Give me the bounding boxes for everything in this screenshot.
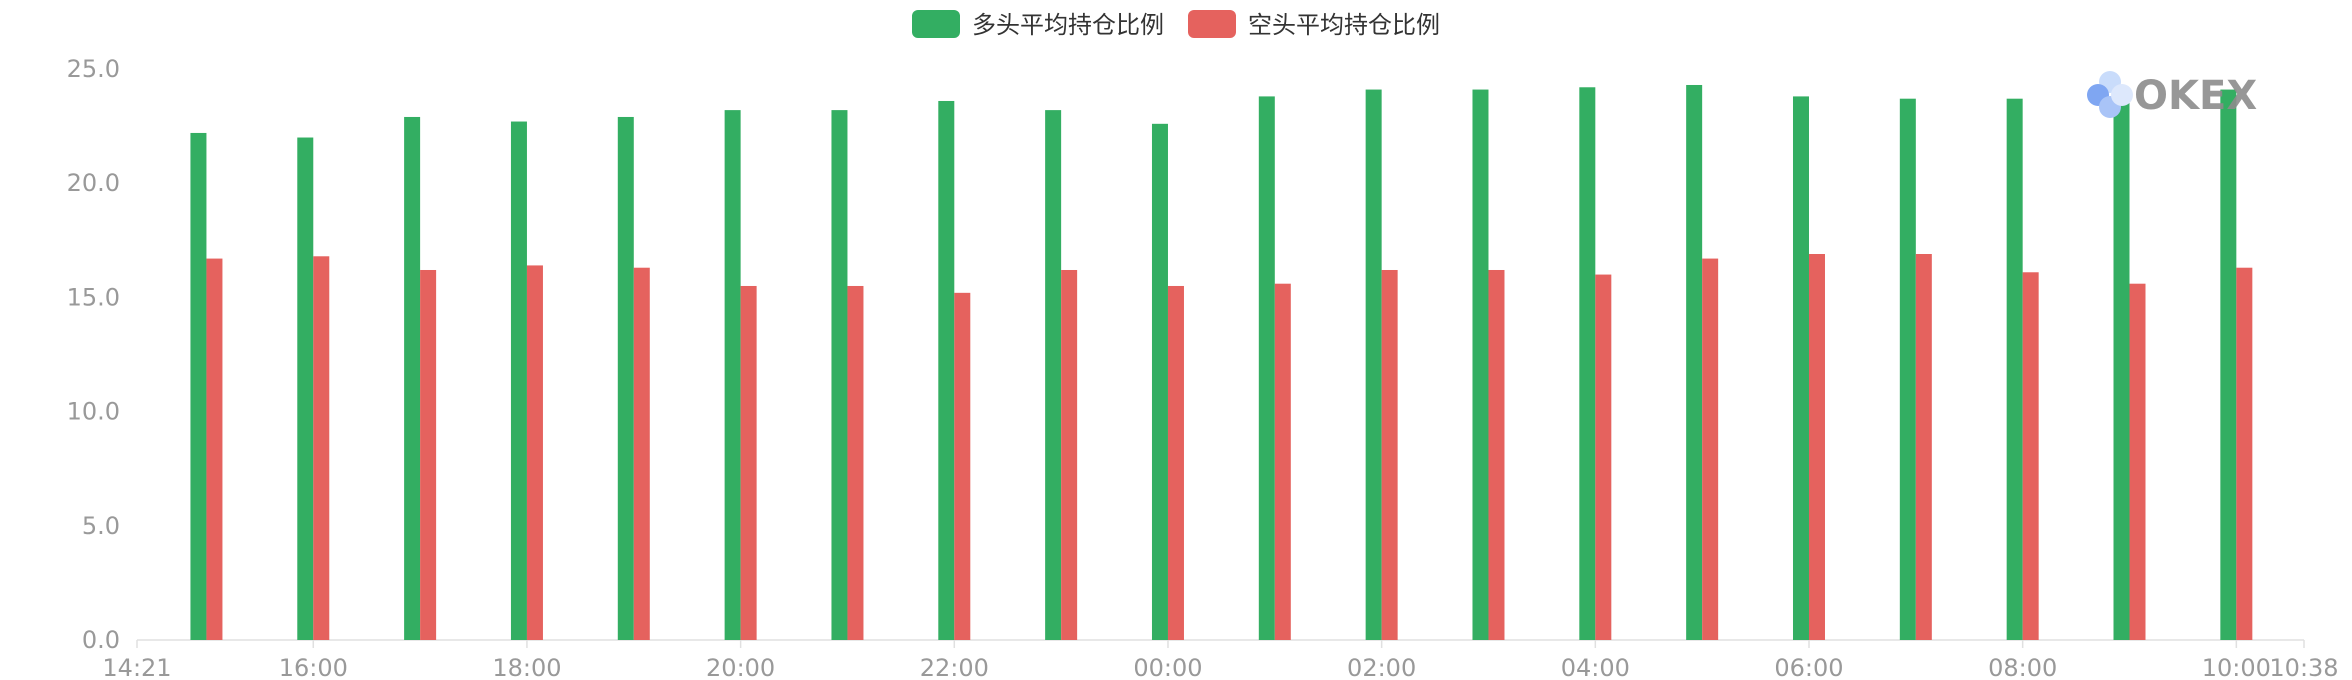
short-bar[interactable] [954, 292, 971, 640]
bar-group-1900[interactable] [617, 116, 650, 641]
short-bar[interactable] [1167, 285, 1184, 640]
bar-group-1600[interactable] [297, 137, 330, 640]
bar-group-0300[interactable] [1472, 89, 1505, 640]
short-bar[interactable] [420, 269, 437, 640]
long-bar[interactable] [297, 137, 314, 640]
okex-watermark: OKEX [2087, 71, 2257, 119]
bar-group-1500[interactable] [190, 132, 223, 640]
x-tick-label: 02:00 [1347, 654, 1416, 680]
short-bar[interactable] [313, 256, 330, 640]
bar-group-1000[interactable] [2220, 89, 2253, 640]
long-bar[interactable] [1151, 123, 1168, 641]
bar-group-0900[interactable] [2113, 89, 2146, 640]
short-bar[interactable] [2129, 283, 2146, 640]
x-tick-label: 04:00 [1561, 654, 1630, 680]
short-bar[interactable] [2022, 272, 2039, 640]
legend-item-long[interactable]: 多头平均持仓比例 [912, 10, 1164, 39]
x-tick-label: 22:00 [920, 654, 989, 680]
bar-group-2100[interactable] [831, 110, 864, 640]
bar-group-1800[interactable] [510, 121, 543, 641]
bar-group-0200[interactable] [1365, 89, 1398, 640]
x-tick-label: 16:00 [279, 654, 348, 680]
short-bar[interactable] [1381, 269, 1398, 640]
legend-label[interactable]: 多头平均持仓比例 [972, 11, 1164, 39]
long-bar[interactable] [1792, 96, 1809, 640]
long-bar[interactable] [1045, 110, 1062, 640]
bar-group-0400[interactable] [1579, 87, 1612, 641]
long-bar[interactable] [1258, 96, 1275, 640]
long-bar[interactable] [404, 116, 421, 641]
x-tick-label: 20:00 [706, 654, 775, 680]
legend-item-short[interactable]: 空头平均持仓比例 [1188, 10, 1440, 39]
bar-group-0500[interactable] [1686, 84, 1719, 641]
long-bar[interactable] [831, 110, 848, 640]
short-bar[interactable] [206, 258, 223, 640]
bar-group-1700[interactable] [404, 116, 437, 641]
legend-swatch[interactable] [912, 10, 960, 38]
short-bar[interactable] [633, 267, 650, 640]
short-bar[interactable] [526, 265, 543, 640]
x-tick-label: 10:00 [2202, 654, 2271, 680]
bar-group-2300[interactable] [1045, 110, 1078, 640]
long-bar[interactable] [1899, 98, 1916, 640]
long-bar[interactable] [190, 132, 207, 640]
y-tick-label: 10.0 [67, 398, 120, 426]
short-bar[interactable] [1808, 254, 1825, 640]
long-bar[interactable] [938, 100, 955, 640]
long-bar[interactable] [1365, 89, 1382, 640]
short-bar[interactable] [1915, 254, 1932, 640]
short-bar[interactable] [1061, 269, 1078, 640]
y-tick-label: 20.0 [67, 169, 120, 197]
legend-swatch[interactable] [1188, 10, 1236, 38]
bar-group-0700[interactable] [1899, 98, 1932, 640]
long-bar[interactable] [510, 121, 527, 641]
short-bar[interactable] [1595, 274, 1612, 640]
long-bar[interactable] [724, 110, 741, 640]
bar-group-0600[interactable] [1792, 96, 1825, 640]
bar-group-0100[interactable] [1258, 96, 1291, 640]
watermark-text: OKEX [2134, 73, 2257, 119]
y-tick-label: 0.0 [82, 626, 120, 654]
long-bar[interactable] [2006, 98, 2023, 640]
long-bar[interactable] [2220, 89, 2237, 640]
x-tick-label: 08:00 [1988, 654, 2057, 680]
logo-circle-right [2111, 84, 2133, 106]
y-axis: 0.0 5.0 10.0 15.0 20.0 25.0 [67, 55, 120, 654]
bar-group-0800[interactable] [2006, 98, 2039, 640]
short-bar[interactable] [847, 285, 864, 640]
bar-series-group [190, 84, 2253, 641]
y-tick-label: 5.0 [82, 512, 120, 540]
short-bar[interactable] [1488, 269, 1505, 640]
bar-group-2200[interactable] [938, 100, 971, 640]
bar-group-0000[interactable] [1151, 123, 1184, 641]
y-tick-label: 25.0 [67, 55, 120, 83]
x-tick-label: 00:00 [1133, 654, 1202, 680]
bar-group-2000[interactable] [724, 110, 757, 640]
long-bar[interactable] [1686, 84, 1703, 641]
x-tick-label: 18:00 [492, 654, 561, 680]
long-bar[interactable] [1579, 87, 1596, 641]
short-bar[interactable] [1702, 258, 1719, 640]
short-bar[interactable] [740, 285, 757, 640]
x-axis: 14:21 16:00 18:00 20:00 22:00 00:00 02:00 04:00… [102, 639, 2339, 680]
x-tick-label: 14:21 [102, 654, 171, 680]
short-bar[interactable] [2236, 267, 2253, 640]
legend-label[interactable]: 空头平均持仓比例 [1248, 11, 1440, 39]
long-bar[interactable] [617, 116, 634, 641]
long-bar[interactable] [2113, 89, 2130, 640]
short-bar[interactable] [1274, 283, 1291, 640]
long-bar[interactable] [1472, 89, 1489, 640]
y-tick-label: 15.0 [67, 283, 120, 311]
legend[interactable]: 多头平均持仓比例 空头平均持仓比例 [912, 10, 1440, 39]
x-tick-label: 10:38 [2269, 654, 2338, 680]
x-tick-label: 06:00 [1774, 654, 1843, 680]
